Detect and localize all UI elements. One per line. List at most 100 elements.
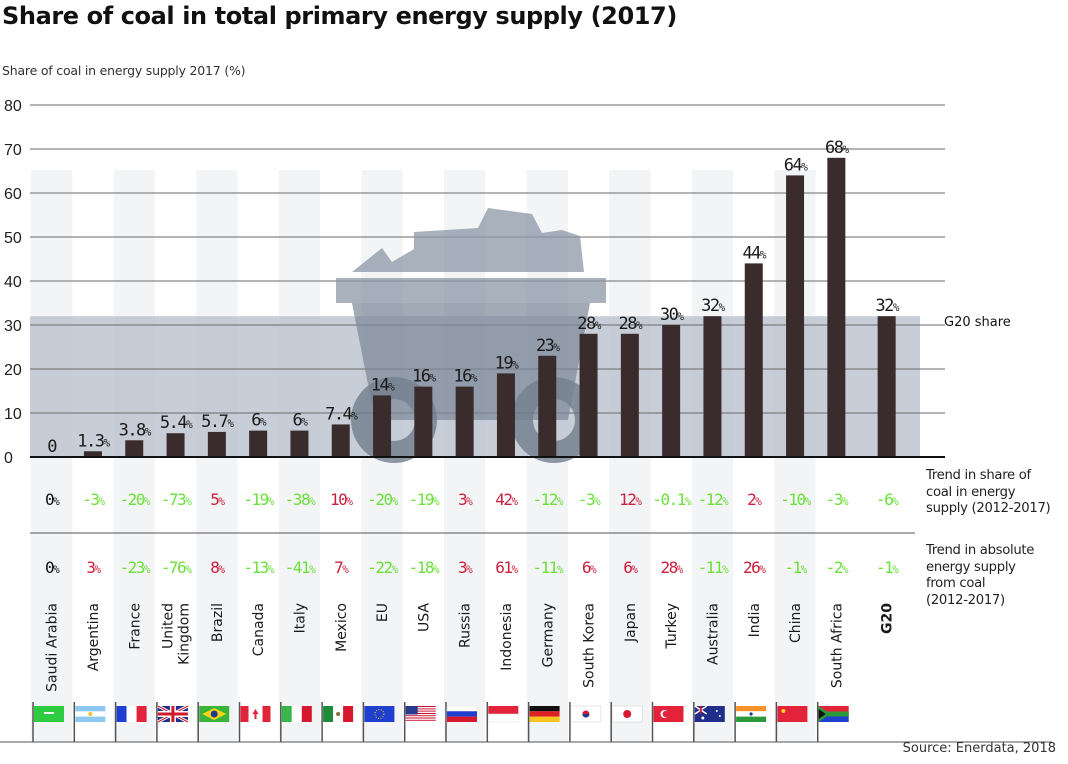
trend-absolute-value: 61% [495, 558, 518, 577]
bar-value-label: 19% [495, 353, 519, 373]
y-tick-label: 30 [4, 318, 22, 335]
trend-absolute-value: 7% [334, 558, 349, 577]
bar-value-label: 23% [536, 336, 560, 356]
flag-germany-icon [529, 706, 560, 722]
g20-share-label: G20 share [944, 315, 1011, 330]
trend-share-value: 0% [45, 490, 60, 509]
coal-pile [352, 208, 584, 272]
flag-stripe [405, 720, 436, 722]
trend-absolute-value: -23% [119, 558, 150, 577]
trend-share-value: 10% [330, 490, 353, 509]
bar-value-label: 3.8% [119, 420, 152, 440]
flag-stripe [405, 716, 436, 718]
trend-absolute-value: -11% [698, 558, 729, 577]
trend-absolute-label-line: energy supply [926, 559, 1016, 575]
y-tick-label: 10 [4, 406, 22, 423]
bar-value-label: 30% [660, 305, 684, 325]
flag-union [699, 706, 702, 714]
bar [414, 386, 433, 457]
y-tick-label: 70 [4, 142, 22, 159]
trend-share-value: 2% [747, 490, 762, 509]
flag-stripe [736, 716, 767, 722]
source-note: Source: Enerdata, 2018 [902, 741, 1056, 756]
y-tick-label: 80 [4, 98, 22, 115]
flag-chevron [818, 709, 826, 719]
trend-absolute-value: -18% [409, 558, 440, 577]
flag-stripe [405, 711, 436, 713]
bar-value-label: 64% [784, 155, 808, 175]
flag-japan-icon [611, 705, 643, 723]
trend-share-value: -3% [82, 490, 105, 509]
flag-star [718, 715, 721, 717]
bar-value-label: 68% [825, 138, 849, 158]
trend-absolute-value: -1% [876, 558, 899, 577]
bar [496, 373, 515, 457]
flag-star [701, 716, 705, 720]
trend-absolute-value: -41% [285, 558, 316, 577]
trend-absolute-value: -1% [784, 558, 807, 577]
flag-stripe [405, 710, 436, 712]
flag-stripe [405, 717, 436, 719]
bar-value-label: 5.4% [160, 413, 193, 433]
trend-absolute-value: 6% [623, 558, 638, 577]
flag-stripe [447, 716, 477, 722]
flag-chakra [749, 712, 753, 716]
flag-stripe [736, 706, 767, 712]
bar [703, 316, 722, 457]
category-label: Brazil [210, 603, 226, 642]
trend-share-value: -19% [409, 490, 440, 509]
bar-value-label: 0 [47, 437, 57, 457]
bar-value-label: 28% [619, 314, 643, 334]
flag-saudi-arabia-icon [34, 706, 64, 722]
bar-value-label: 5.7% [201, 412, 234, 432]
flag-stripe [529, 716, 560, 722]
bar [662, 325, 681, 457]
flag-stripe [405, 714, 436, 716]
bar [877, 316, 896, 457]
bar [290, 430, 309, 457]
trend-share-value: -0.1% [652, 490, 692, 509]
category-label: South Korea [582, 603, 598, 688]
flag-brazil-icon [199, 706, 230, 722]
chart-title: Share of coal in total primary energy su… [2, 2, 677, 30]
flag-star [715, 710, 718, 712]
flag-china-icon [777, 706, 808, 722]
bar [331, 424, 350, 457]
flag-south-korea-icon [570, 705, 602, 723]
flag-emblem [44, 712, 54, 714]
flag-stripe [529, 711, 560, 717]
bar [125, 440, 144, 457]
category-label: Canada [251, 603, 267, 656]
bar [786, 175, 805, 457]
trend-share-value: -10% [780, 490, 811, 509]
trend-share-value: -3% [578, 490, 601, 509]
flag-field [777, 706, 808, 722]
flag-argentina-icon [75, 706, 106, 722]
y-tick-label: 50 [4, 230, 22, 247]
category-label: China [788, 603, 804, 643]
flag-eu-icon [364, 706, 395, 722]
bar [373, 395, 392, 457]
flag-cross [157, 712, 188, 716]
flag-stripe [343, 706, 354, 722]
trend-absolute-row-label: Trend in absolute energy supply from coa… [926, 543, 1034, 609]
trend-absolute-label-line: Trend in absolute [926, 543, 1035, 558]
flag-stripe [262, 706, 271, 722]
trend-absolute-value: 3% [458, 558, 473, 577]
flag-stripe [818, 706, 849, 714]
bar [538, 355, 557, 457]
bar-value-label: 16% [412, 367, 436, 387]
flag-crescent [662, 710, 669, 718]
flag-united-kingdom-icon [157, 704, 189, 724]
category-label: South Africa [829, 603, 845, 688]
bars [83, 157, 896, 458]
flag-stripe [488, 706, 519, 714]
flag-australia-icon [694, 705, 725, 722]
flag-stripe [240, 706, 249, 722]
bar-value-label: 32% [701, 296, 725, 316]
flag-stripe [323, 706, 334, 722]
flag-stripe [301, 706, 312, 722]
y-axis: 0 10 20 30 40 50 60 70 80 [4, 98, 945, 467]
flag-globe [210, 710, 218, 718]
